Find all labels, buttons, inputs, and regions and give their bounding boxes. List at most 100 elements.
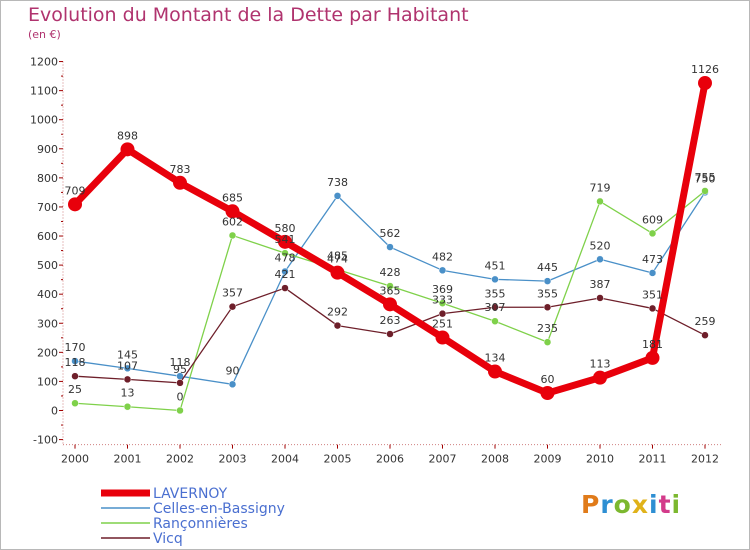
y-tick-label: 700	[37, 201, 58, 214]
x-tick-label: 2001	[114, 453, 142, 466]
legend-label: Celles-en-Bassigny	[153, 501, 285, 517]
chart-subtitle: (en €)	[28, 28, 61, 41]
data-label-celles-en-bassigny: 118	[170, 356, 191, 369]
data-point-lavernoy	[645, 350, 660, 365]
data-label-celles-en-bassigny: 482	[432, 250, 453, 263]
y-tick-label: -100	[33, 434, 58, 447]
data-point-vicq	[71, 372, 79, 380]
data-label-vicq: 107	[117, 359, 138, 372]
x-tick-label: 2010	[586, 453, 614, 466]
data-label-ranc-onnie-res: 609	[642, 213, 663, 226]
x-tick-label: 2005	[324, 453, 352, 466]
data-label-lavernoy: 365	[380, 284, 401, 297]
x-tick-label: 2012	[691, 453, 719, 466]
y-tick-label: 600	[37, 230, 58, 243]
data-label-vicq: 333	[432, 294, 453, 307]
data-point-celles-en-bassigny	[333, 192, 342, 200]
y-tick-label: 900	[37, 143, 58, 156]
data-point-ranc-onnie-res	[386, 282, 394, 290]
data-label-ranc-onnie-res: 369	[432, 283, 453, 296]
data-label-lavernoy: 898	[117, 129, 138, 142]
data-label-lavernoy: 783	[170, 163, 191, 176]
data-point-vicq	[333, 321, 342, 330]
data-point-celles-en-bassigny	[386, 243, 394, 251]
data-point-lavernoy	[225, 204, 240, 219]
data-point-celles-en-bassigny	[543, 277, 552, 285]
data-point-celles-en-bassigny	[71, 357, 79, 365]
data-label-lavernoy: 685	[222, 191, 243, 204]
logo-letter: i	[671, 490, 682, 519]
data-label-lavernoy: 181	[642, 338, 663, 351]
data-label-celles-en-bassigny: 170	[65, 341, 86, 354]
data-point-celles-en-bassigny	[228, 380, 237, 389]
data-label-vicq: 355	[537, 287, 558, 300]
data-label-vicq: 263	[380, 314, 401, 327]
chart-title: Evolution du Montant de la Dette par Hab…	[28, 4, 469, 26]
data-point-ranc-onnie-res	[543, 338, 552, 346]
data-label-lavernoy: 113	[590, 358, 611, 371]
data-label-vicq: 118	[65, 356, 86, 369]
data-label-celles-en-bassigny: 562	[380, 227, 401, 240]
data-point-vicq	[596, 294, 604, 302]
data-label-celles-en-bassigny: 145	[117, 348, 138, 361]
data-label-ranc-onnie-res: 307	[485, 301, 506, 314]
data-point-ranc-onnie-res	[648, 229, 657, 238]
x-tick-label: 2008	[481, 453, 509, 466]
x-tick-label: 2000	[61, 453, 89, 466]
data-point-ranc-onnie-res	[438, 299, 447, 307]
data-label-celles-en-bassigny: 445	[537, 261, 558, 274]
data-point-celles-en-bassigny	[123, 364, 132, 373]
data-label-vicq: 421	[275, 268, 296, 281]
data-label-vicq: 95	[173, 363, 187, 376]
x-tick-label: 2006	[376, 453, 404, 466]
data-point-ranc-onnie-res	[228, 231, 237, 240]
data-point-lavernoy	[120, 142, 135, 157]
data-label-ranc-onnie-res: 541	[275, 233, 296, 246]
data-point-ranc-onnie-res	[71, 399, 79, 407]
data-point-lavernoy	[173, 175, 187, 190]
data-point-celles-en-bassigny	[596, 255, 604, 264]
data-point-ranc-onnie-res	[491, 317, 499, 325]
data-label-vicq: 355	[485, 287, 506, 300]
x-tick-label: 2011	[639, 453, 667, 466]
data-point-lavernoy	[435, 330, 450, 345]
data-label-celles-en-bassigny: 738	[327, 176, 348, 189]
data-point-lavernoy	[540, 386, 555, 401]
data-point-celles-en-bassigny	[438, 266, 447, 275]
data-label-lavernoy: 474	[327, 253, 348, 266]
data-point-vicq	[701, 331, 709, 339]
data-point-celles-en-bassigny	[648, 269, 657, 277]
data-point-lavernoy	[488, 364, 502, 379]
data-label-ranc-onnie-res: 0	[177, 391, 184, 404]
legend-label: LAVERNOY	[153, 486, 228, 502]
data-label-ranc-onnie-res: 485	[327, 249, 348, 262]
data-point-lavernoy	[278, 234, 292, 249]
logo-letter: o	[613, 490, 632, 519]
data-label-ranc-onnie-res: 13	[121, 387, 135, 400]
logo-letter: i	[649, 490, 659, 519]
y-tick-label: 1100	[30, 85, 58, 98]
data-point-vicq	[543, 303, 552, 312]
data-label-ranc-onnie-res: 719	[590, 181, 611, 194]
legend-label: Rançonnières	[153, 516, 248, 532]
data-label-lavernoy: 580	[275, 222, 296, 235]
data-label-vicq: 387	[590, 278, 611, 291]
data-point-celles-en-bassigny	[491, 275, 499, 284]
data-label-ranc-onnie-res: 602	[222, 215, 243, 228]
data-point-vicq	[123, 375, 132, 384]
data-point-lavernoy	[698, 76, 712, 91]
data-label-lavernoy: 60	[541, 373, 555, 386]
data-point-ranc-onnie-res	[596, 197, 604, 206]
y-tick-label: 1200	[30, 56, 58, 69]
logo-letter: x	[631, 490, 649, 519]
data-point-vicq	[438, 309, 447, 318]
data-point-vicq	[386, 330, 394, 338]
data-label-vicq: 259	[695, 315, 716, 328]
x-tick-label: 2004	[271, 453, 299, 466]
data-label-celles-en-bassigny: 520	[590, 239, 611, 252]
y-tick-label: 300	[37, 317, 58, 330]
data-label-celles-en-bassigny: 478	[275, 251, 296, 264]
data-label-ranc-onnie-res: 755	[695, 171, 716, 184]
data-point-vicq	[228, 302, 237, 311]
